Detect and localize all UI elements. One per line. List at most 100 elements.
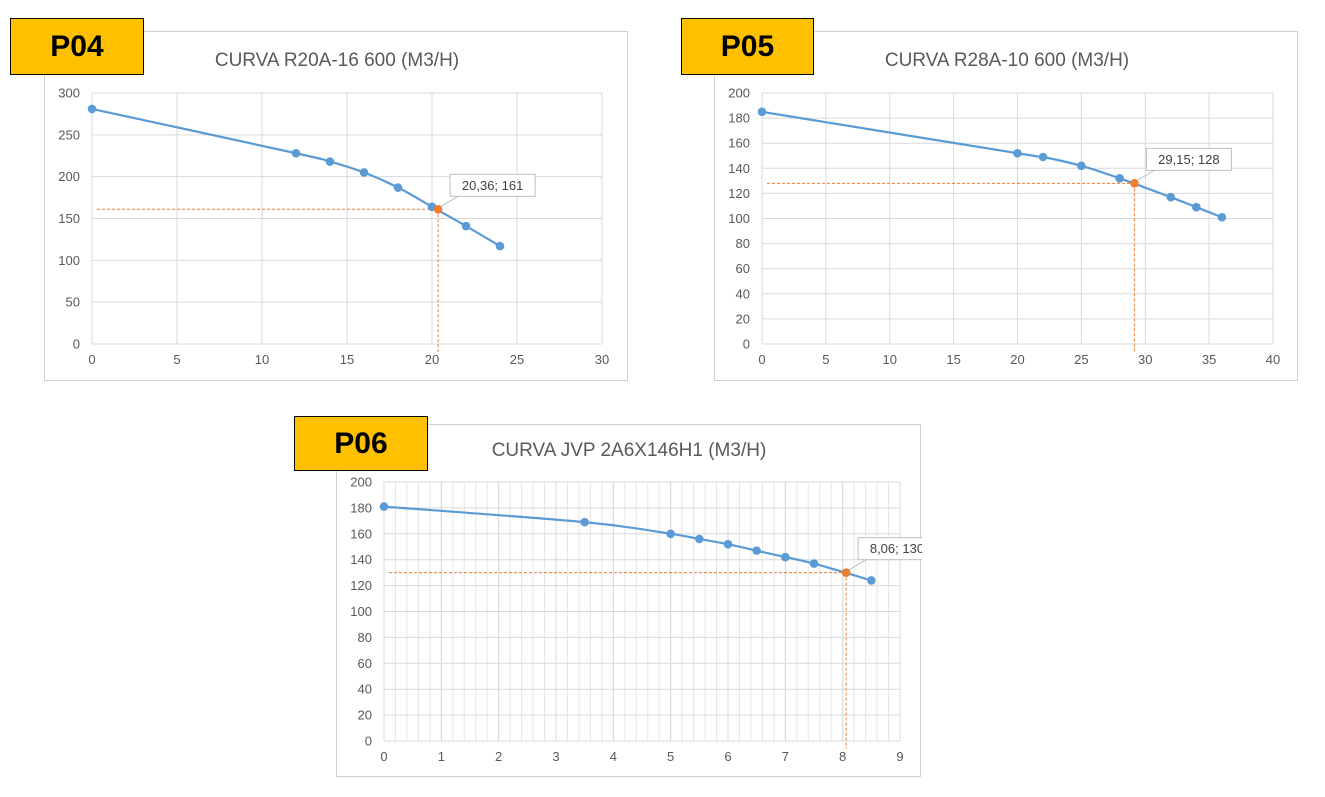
y-tick-label: 160 — [350, 526, 372, 541]
y-tick-label: 60 — [736, 261, 750, 276]
chart-p05: CURVA R28A-10 600 (M3/H)0204060801001201… — [728, 50, 1280, 367]
x-tick-label: 5 — [173, 352, 180, 367]
data-point — [723, 539, 733, 549]
highlight-point — [1130, 179, 1139, 188]
x-tick-label: 15 — [340, 352, 354, 367]
y-tick-label: 100 — [350, 604, 372, 619]
y-tick-label: 60 — [358, 656, 372, 671]
data-point — [393, 183, 403, 192]
x-tick-label: 0 — [88, 352, 95, 367]
y-tick-label: 200 — [350, 475, 372, 490]
x-tick-label: 25 — [1074, 352, 1088, 367]
x-tick-label: 6 — [724, 749, 731, 764]
data-point — [1013, 148, 1022, 158]
x-tick-label: 5 — [822, 352, 829, 367]
x-tick-label: 20 — [425, 352, 439, 367]
y-tick-label: 180 — [350, 500, 372, 515]
x-tick-label: 35 — [1202, 352, 1216, 367]
chart-panel-p04: CURVA R20A-16 600 (M3/H) 0 50 100 150 200 250 3… — [44, 31, 628, 381]
highlight-point — [433, 204, 443, 214]
x-tick-label: 15 — [946, 352, 960, 367]
x-tick-label: 30 — [1138, 352, 1152, 367]
y-tick-label: 180 — [728, 111, 750, 126]
y-tick-label: 140 — [350, 552, 372, 567]
data-point — [87, 104, 97, 114]
chart-title: CURVA R20A-16 600 (M3/H) — [215, 50, 459, 71]
x-tick-label: 5 — [667, 749, 674, 764]
callout-label: 20,36; 161 — [462, 178, 523, 193]
y-tick-label: 0 — [743, 337, 750, 352]
x-tick-label: 0 — [758, 352, 765, 367]
y-tick-label: 0 — [365, 734, 372, 749]
y-tick-label: 20 — [736, 311, 750, 326]
tag-p06: P06 — [294, 416, 428, 471]
data-point — [695, 534, 704, 544]
data-point — [666, 529, 675, 539]
data-point — [1038, 152, 1048, 162]
y-tick-label: 40 — [736, 286, 750, 301]
y-tick-label: 0 — [73, 337, 80, 352]
x-tick-label: 0 — [380, 749, 387, 764]
x-tick-label: 10 — [255, 352, 269, 367]
x-tick-label: 8 — [839, 749, 846, 764]
chart-panel-p05: CURVA R28A-10 600 (M3/H) 0 20 40 60 80 100 120 1… — [714, 31, 1298, 381]
y-tick-label: 120 — [350, 578, 372, 593]
data-point — [580, 517, 589, 527]
x-tick-label: 4 — [610, 749, 617, 764]
y-tick-label: 250 — [58, 127, 80, 142]
data-point — [1217, 212, 1227, 222]
tag-p05: P05 — [681, 18, 814, 75]
chart-p06: CURVA JVP 2A6X146H1 (M3/H)02040608010012… — [350, 440, 922, 764]
callout-box — [449, 173, 536, 197]
data-point — [781, 552, 790, 562]
chart-panel-p06: CURVA JVP 2A6X146H1 (M3/H) 0 20 40 60 80 100 12… — [336, 424, 922, 777]
data-point — [1115, 174, 1124, 183]
x-tick-label: 40 — [1266, 352, 1280, 367]
y-tick-label: 80 — [736, 236, 750, 251]
y-tick-label: 150 — [58, 211, 80, 226]
y-tick-label: 140 — [728, 161, 750, 176]
callout-box — [857, 537, 922, 561]
x-tick-label: 25 — [510, 352, 524, 367]
data-point — [809, 559, 819, 568]
callout-leader — [1137, 169, 1155, 181]
x-tick-label: 7 — [782, 749, 789, 764]
callout-label: 8,06; 130 — [870, 541, 922, 556]
callout-leader — [440, 195, 459, 207]
y-tick-label: 50 — [66, 295, 80, 310]
data-point — [752, 546, 761, 555]
y-tick-label: 300 — [58, 86, 80, 101]
data-point — [325, 157, 335, 166]
chart-p04: CURVA R20A-16 600 (M3/H)0501001502002503… — [58, 50, 609, 367]
x-tick-label: 30 — [595, 352, 609, 367]
y-tick-label: 40 — [358, 682, 372, 697]
x-tick-label: 10 — [883, 352, 897, 367]
data-point — [867, 576, 876, 585]
chart-title: CURVA JVP 2A6X146H1 (M3/H) — [492, 440, 767, 461]
callout-label: 29,15; 128 — [1158, 152, 1219, 167]
data-point — [291, 148, 301, 158]
x-tick-label: 2 — [495, 749, 502, 764]
data-point — [1077, 161, 1086, 171]
y-tick-label: 120 — [728, 186, 750, 201]
y-tick-label: 160 — [728, 136, 750, 151]
series-line — [383, 505, 872, 582]
highlight-point — [841, 568, 851, 577]
y-tick-label: 100 — [728, 211, 750, 226]
data-point — [359, 168, 369, 177]
callout-leader — [848, 559, 867, 571]
y-tick-label: 200 — [58, 169, 80, 184]
x-tick-label: 1 — [438, 749, 445, 764]
data-point — [379, 502, 389, 511]
x-tick-label: 9 — [896, 749, 903, 764]
x-tick-label: 20 — [1010, 352, 1024, 367]
y-tick-label: 100 — [58, 253, 80, 268]
tag-p04: P04 — [10, 18, 144, 75]
x-tick-label: 3 — [552, 749, 559, 764]
data-point — [1166, 192, 1176, 202]
data-point — [1192, 202, 1201, 212]
chart-title: CURVA R28A-10 600 (M3/H) — [885, 50, 1129, 71]
y-tick-label: 200 — [728, 86, 750, 101]
y-tick-label: 80 — [358, 630, 372, 645]
data-point — [757, 107, 767, 117]
